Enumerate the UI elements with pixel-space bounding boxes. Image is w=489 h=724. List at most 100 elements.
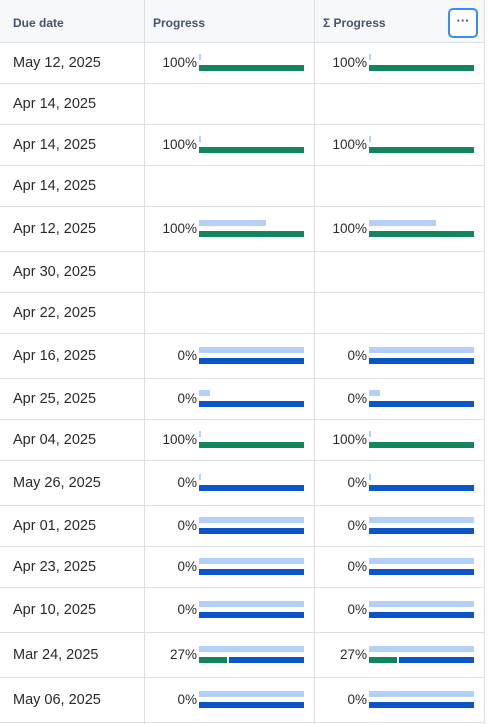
progress-percent: 0% <box>177 475 197 490</box>
sum-progress-percent: 0% <box>347 692 367 707</box>
sum-progress-estimate-bar <box>369 54 371 60</box>
sum-progress-estimate-bar <box>369 474 371 480</box>
progress-cell: 0% <box>144 379 314 419</box>
due-date-value: May 06, 2025 <box>13 692 101 708</box>
sum-progress-progress-fill <box>369 442 474 448</box>
sum-progress-progress-fill <box>369 147 474 153</box>
sum-progress-cell: 0% <box>314 461 484 505</box>
progress-progress-bar <box>199 147 304 153</box>
progress-percent: 100% <box>162 432 197 447</box>
sum-progress-percent: 0% <box>347 475 367 490</box>
table-row[interactable]: May 06, 2025 0% 0% <box>0 678 489 723</box>
sum-progress-progress-bar <box>369 65 474 71</box>
sum-progress-estimate-bar <box>369 431 371 437</box>
table-row[interactable]: Apr 04, 2025 100% 100% <box>0 420 489 461</box>
progress-progress-bar <box>199 528 304 534</box>
table-row[interactable]: Apr 14, 2025 <box>0 84 489 125</box>
more-actions-button[interactable]: ··· <box>448 8 478 38</box>
sum-progress-cell: 100% <box>314 43 484 83</box>
sum-progress-percent: 100% <box>332 432 367 447</box>
progress-cell: 100% <box>144 125 314 165</box>
sum-progress-cell: 100% <box>314 207 484 251</box>
table-row[interactable]: Apr 16, 2025 0% 0% <box>0 334 489 379</box>
progress-cell <box>144 84 314 124</box>
progress-estimate-bar <box>199 220 266 226</box>
sum-progress-cell: 0% <box>314 547 484 587</box>
table-row[interactable]: Apr 22, 2025 <box>0 293 489 334</box>
sum-progress-cell: 0% <box>314 379 484 419</box>
sum-progress-estimate-bar <box>369 220 436 226</box>
progress-estimate-bar <box>199 691 304 697</box>
sum-progress-cell: 100% <box>314 420 484 460</box>
column-header-progress[interactable]: Progress <box>153 16 206 30</box>
sum-progress-cell <box>314 252 484 292</box>
sum-progress-percent: 0% <box>347 518 367 533</box>
sum-progress-percent: 0% <box>347 602 367 617</box>
table-row[interactable]: Apr 23, 2025 0% 0% <box>0 547 489 588</box>
due-date-value: Apr 16, 2025 <box>13 348 97 364</box>
progress-percent: 100% <box>162 221 197 236</box>
progress-percent: 0% <box>177 518 197 533</box>
sum-progress-percent: 100% <box>332 137 367 152</box>
due-date-value: Apr 23, 2025 <box>13 559 97 575</box>
progress-percent: 0% <box>177 348 197 363</box>
progress-progress-gap <box>227 657 229 663</box>
due-date-value: Apr 12, 2025 <box>13 221 97 237</box>
progress-cell: 0% <box>144 334 314 378</box>
due-date-value: Apr 04, 2025 <box>13 432 97 448</box>
table-row[interactable]: Apr 14, 2025 100% 100% <box>0 125 489 166</box>
progress-cell: 0% <box>144 506 314 546</box>
column-divider <box>144 0 145 724</box>
sum-progress-progress-bar <box>369 569 474 575</box>
progress-progress-fill <box>199 657 227 663</box>
table-row[interactable]: Apr 12, 2025 100% 100% <box>0 207 489 252</box>
scroll-edge <box>484 0 489 724</box>
sum-progress-progress-bar <box>369 528 474 534</box>
progress-percent: 0% <box>177 692 197 707</box>
sum-progress-percent: 0% <box>347 348 367 363</box>
progress-progress-bar <box>199 401 304 407</box>
sum-progress-progress-bar <box>369 485 474 491</box>
column-header-due-date[interactable]: Due date <box>13 16 64 30</box>
due-date-value: Apr 01, 2025 <box>13 518 97 534</box>
sum-progress-progress-bar <box>369 612 474 618</box>
sum-progress-estimate-bar <box>369 347 474 353</box>
sum-progress-estimate-bar <box>369 601 474 607</box>
sum-progress-progress-bar <box>369 231 474 237</box>
progress-cell <box>144 166 314 206</box>
progress-estimate-bar <box>199 517 304 523</box>
sum-progress-percent: 27% <box>339 647 367 662</box>
table-row[interactable]: Apr 30, 2025 <box>0 252 489 293</box>
progress-cell: 100% <box>144 207 314 251</box>
table-row[interactable]: May 12, 2025 100% 100% <box>0 43 489 84</box>
progress-progress-bar <box>199 485 304 491</box>
sum-progress-percent: 100% <box>332 221 367 236</box>
progress-percent: 27% <box>169 647 197 662</box>
progress-progress-bar <box>199 442 304 448</box>
sum-progress-progress-gap <box>397 657 399 663</box>
progress-estimate-bar <box>199 646 304 652</box>
table-row[interactable]: Apr 14, 2025 <box>0 166 489 207</box>
sum-progress-percent: 0% <box>347 391 367 406</box>
sum-progress-cell: 0% <box>314 334 484 378</box>
progress-cell: 0% <box>144 547 314 587</box>
sum-progress-cell <box>314 84 484 124</box>
sum-progress-progress-bar <box>369 401 474 407</box>
sum-progress-estimate-bar <box>369 136 371 142</box>
progress-percent: 0% <box>177 602 197 617</box>
table-row[interactable]: Mar 24, 2025 27% 27% <box>0 633 489 678</box>
table-row[interactable]: May 26, 2025 0% 0% <box>0 461 489 506</box>
table-row[interactable]: Apr 01, 2025 0% 0% <box>0 506 489 547</box>
sum-progress-progress-fill <box>369 231 474 237</box>
sum-progress-progress-bar <box>369 442 474 448</box>
progress-cell: 0% <box>144 588 314 632</box>
progress-cell <box>144 252 314 292</box>
due-date-value: Apr 10, 2025 <box>13 602 97 618</box>
progress-percent: 100% <box>162 55 197 70</box>
table-row[interactable]: Apr 25, 2025 0% 0% <box>0 379 489 420</box>
table-header: Due date Progress Σ Progress ··· <box>0 0 489 43</box>
sum-progress-progress-bar <box>369 657 474 663</box>
table-row[interactable]: Apr 10, 2025 0% 0% <box>0 588 489 633</box>
progress-estimate-bar <box>199 347 304 353</box>
column-header-sum-progress[interactable]: Σ Progress <box>323 16 386 30</box>
